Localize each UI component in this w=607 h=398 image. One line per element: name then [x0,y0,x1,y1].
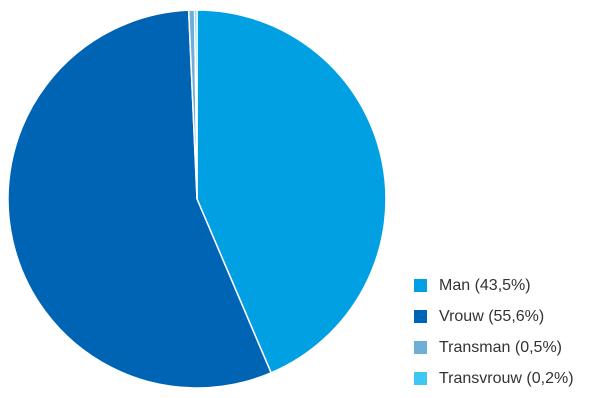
legend-swatch [414,310,427,323]
legend-swatch [414,341,427,354]
legend-item-2: Vrouw (55,6%) [414,305,574,328]
legend-item-1: Man (43,5%) [414,274,574,297]
legend-label: Vrouw (55,6%) [439,307,545,325]
pie-slices [7,9,387,389]
pie-slice-4 [193,9,198,200]
legend-swatch [414,372,427,385]
legend-label: Man (43,5%) [439,276,531,294]
legend-item-3: Transman (0,5%) [414,336,574,359]
legend-label: Transman (0,5%) [439,338,562,356]
pie-slice-1 [196,9,387,374]
legend-item-4: Transvrouw (0,2%) [414,367,574,390]
pie-slice-2 [7,9,273,389]
legend-swatch [414,279,427,292]
chart-legend: Man (43,5%) Vrouw (55,6%) Transman (0,5%) T… [414,274,574,398]
legend-label: Transvrouw (0,2%) [439,369,574,387]
